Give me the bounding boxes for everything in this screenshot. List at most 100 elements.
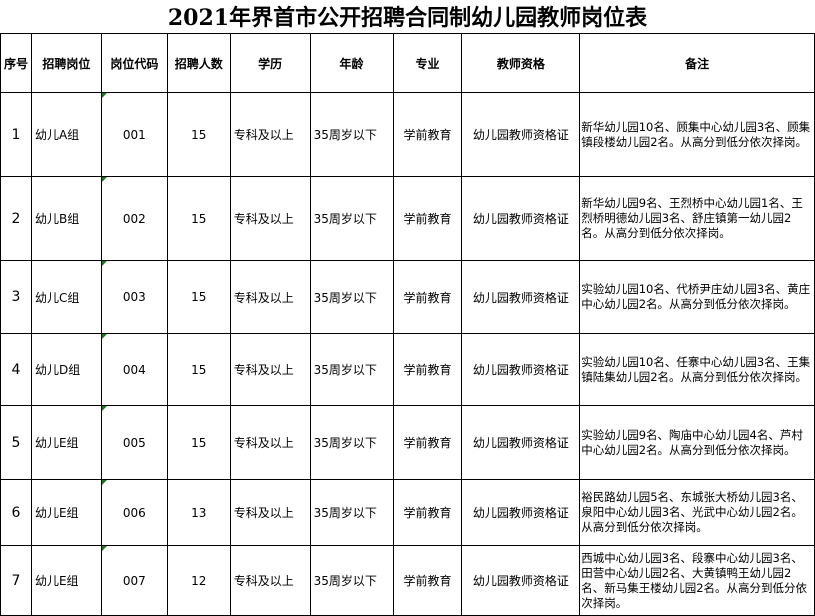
cell-edu: 专科及以上 xyxy=(229,92,311,177)
cell-edu: 专科及以上 xyxy=(229,333,311,406)
cell-code: 003 xyxy=(100,260,168,334)
table-row: 4 幼儿D组 004 15 专科及以上 35周岁以下 学前教育 幼儿园教师资格证 实验幼儿园10… xyxy=(0,333,815,406)
post-text: 幼儿E组 xyxy=(34,506,79,520)
cert-text: 幼儿园教师资格证 xyxy=(472,506,569,520)
cell-code: 006 xyxy=(100,479,168,546)
age-text: 35周岁以下 xyxy=(313,128,377,142)
cell-count: 12 xyxy=(166,545,231,616)
cell-cert: 幼儿园教师资格证 xyxy=(461,405,581,480)
cell-no: 5 xyxy=(0,405,32,480)
cell-post: 幼儿B组 xyxy=(30,176,102,261)
cell-cert: 幼儿园教师资格证 xyxy=(461,176,581,261)
cell-code: 002 xyxy=(100,176,168,261)
table-row: 2 幼儿B组 002 15 专科及以上 35周岁以下 学前教育 幼儿园教师资格证 新华幼儿园9名… xyxy=(0,176,815,261)
header-education: 学历 xyxy=(229,33,311,93)
cell-note: 实验幼儿园9名、陶庙中心幼儿园4名、芦村中心幼儿园2名。从高分到低分依次择岗。 xyxy=(579,405,815,480)
cell-note: 新华幼儿园10名、顾集中心幼儿园3名、顾集镇段楼幼儿园2名。从高分到低分依次择岗… xyxy=(579,92,815,177)
count-text: 15 xyxy=(191,362,207,377)
header-row: 序号 招聘岗位 岗位代码 招聘人数 学历 年龄 专业 教师资格 备注 xyxy=(0,33,815,93)
major-text: 学前教育 xyxy=(403,574,452,588)
cell-note: 裕民路幼儿园5名、东城张大桥幼儿园3名、泉阳中心幼儿园3名、光武中心幼儿园2名。… xyxy=(579,479,815,546)
code-text: 007 xyxy=(122,573,146,588)
major-text: 学前教育 xyxy=(403,436,452,450)
positions-table: 序号 招聘岗位 岗位代码 招聘人数 学历 年龄 专业 教师资格 备注 1 幼儿A组 001 15 专科及… xyxy=(0,33,815,616)
note-text: 实验幼儿园10名、代桥尹庄幼儿园3名、黄庄中心幼儿园2名。从高分到低分依次择岗。 xyxy=(581,282,811,311)
note-text: 实验幼儿园10名、任寨中心幼儿园3名、王集镇陆集幼儿园2名。从高分到低分依次择岗… xyxy=(581,354,811,384)
cell-age: 35周岁以下 xyxy=(309,260,394,334)
cell-major: 学前教育 xyxy=(392,260,463,334)
cell-post: 幼儿C组 xyxy=(30,260,102,334)
age-text: 35周岁以下 xyxy=(313,436,377,450)
cell-major: 学前教育 xyxy=(392,92,463,177)
note-text: 新华幼儿园9名、王烈桥中心幼儿园1名、王烈桥明德幼儿园3名、舒庄镇第一幼儿园2名… xyxy=(581,196,803,240)
comment-marker-icon xyxy=(102,334,107,339)
edu-text: 专科及以上 xyxy=(233,506,294,520)
cell-major: 学前教育 xyxy=(392,545,463,616)
cell-age: 35周岁以下 xyxy=(309,333,394,406)
cert-text: 幼儿园教师资格证 xyxy=(472,436,569,450)
edu-text: 专科及以上 xyxy=(233,363,294,377)
cell-age: 35周岁以下 xyxy=(309,92,394,177)
note-text: 新华幼儿园10名、顾集中心幼儿园3名、顾集镇段楼幼儿园2名。从高分到低分依次择岗… xyxy=(581,119,811,149)
major-text: 学前教育 xyxy=(403,128,452,142)
table-row: 6 幼儿E组 006 13 专科及以上 35周岁以下 学前教育 幼儿园教师资格证 裕民路幼儿园5… xyxy=(0,479,815,546)
cell-post: 幼儿E组 xyxy=(30,479,102,546)
note-text: 西城中心幼儿园3名、段寨中心幼儿园3名、田营中心幼儿园2名、大黄镇鸭王幼儿园2名… xyxy=(581,550,808,610)
count-text: 15 xyxy=(191,290,207,304)
cell-post: 幼儿D组 xyxy=(30,333,102,406)
post-text: 幼儿D组 xyxy=(34,363,81,377)
count-text: 12 xyxy=(191,573,207,588)
comment-marker-icon xyxy=(102,406,107,411)
cell-note: 西城中心幼儿园3名、段寨中心幼儿园3名、田营中心幼儿园2名、大黄镇鸭王幼儿园2名… xyxy=(579,545,815,616)
cell-no: 1 xyxy=(0,92,32,177)
cell-post: 幼儿E组 xyxy=(30,405,102,480)
cell-age: 35周岁以下 xyxy=(309,545,394,616)
cell-code: 007 xyxy=(100,545,168,616)
cell-edu: 专科及以上 xyxy=(229,405,311,480)
cell-edu: 专科及以上 xyxy=(229,260,311,334)
cell-code: 001 xyxy=(100,92,168,177)
header-age: 年龄 xyxy=(309,33,394,93)
cell-edu: 专科及以上 xyxy=(229,479,311,546)
cell-post: 幼儿A组 xyxy=(30,92,102,177)
header-count: 招聘人数 xyxy=(166,33,231,93)
header-code: 岗位代码 xyxy=(100,33,168,93)
code-text: 002 xyxy=(122,211,146,226)
table-row: 7 幼儿E组 007 12 专科及以上 35周岁以下 学前教育 幼儿园教师资格证 西城中心幼儿园… xyxy=(0,545,815,616)
page-title: 2021年界首市公开招聘合同制幼儿园教师岗位表 xyxy=(167,5,648,31)
comment-marker-icon xyxy=(102,177,107,182)
post-text: 幼儿B组 xyxy=(34,212,80,226)
post-text: 幼儿A组 xyxy=(34,128,80,142)
comment-marker-icon xyxy=(102,261,107,266)
no-text: 5 xyxy=(11,434,21,451)
post-text: 幼儿E组 xyxy=(34,436,79,450)
age-text: 35周岁以下 xyxy=(313,212,377,226)
code-text: 006 xyxy=(122,505,146,520)
major-text: 学前教育 xyxy=(403,290,452,305)
edu-text: 专科及以上 xyxy=(233,290,294,305)
table-row: 3 幼儿C组 003 15 专科及以上 35周岁以下 学前教育 幼儿园教师资格证 实验幼儿园10… xyxy=(0,260,815,334)
no-text: 2 xyxy=(11,210,21,227)
cell-age: 35周岁以下 xyxy=(309,479,394,546)
header-post: 招聘岗位 xyxy=(30,33,102,93)
major-text: 学前教育 xyxy=(403,212,452,226)
edu-text: 专科及以上 xyxy=(233,574,294,588)
edu-text: 专科及以上 xyxy=(233,212,294,226)
cell-age: 35周岁以下 xyxy=(309,176,394,261)
no-text: 3 xyxy=(11,289,21,305)
cell-post: 幼儿E组 xyxy=(30,545,102,616)
note-text: 裕民路幼儿园5名、东城张大桥幼儿园3名、泉阳中心幼儿园3名、光武中心幼儿园2名。… xyxy=(581,490,803,534)
cell-code: 005 xyxy=(100,405,168,480)
header-no: 序号 xyxy=(0,33,32,93)
cell-count: 15 xyxy=(166,176,231,261)
cert-text: 幼儿园教师资格证 xyxy=(472,363,569,377)
table-row: 1 幼儿A组 001 15 专科及以上 35周岁以下 学前教育 幼儿园教师资格证 新华幼儿园10… xyxy=(0,92,815,177)
comment-marker-icon xyxy=(102,480,107,485)
cell-note: 新华幼儿园9名、王烈桥中心幼儿园1名、王烈桥明德幼儿园3名、舒庄镇第一幼儿园2名… xyxy=(579,176,815,261)
edu-text: 专科及以上 xyxy=(233,436,294,450)
cell-major: 学前教育 xyxy=(392,333,463,406)
cell-no: 2 xyxy=(0,176,32,261)
count-text: 13 xyxy=(191,505,207,520)
age-text: 35周岁以下 xyxy=(313,363,377,377)
post-text: 幼儿E组 xyxy=(34,574,79,588)
